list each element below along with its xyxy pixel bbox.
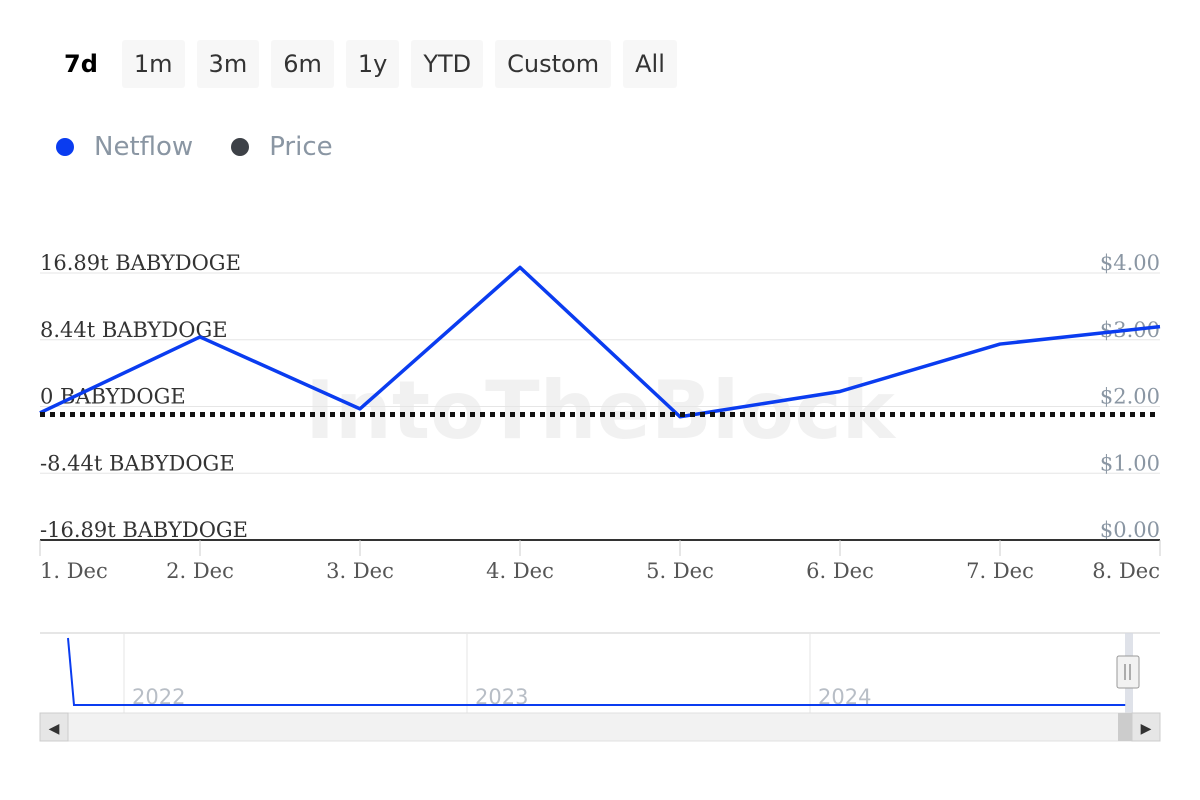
x-tick-label: 1. Dec	[40, 559, 108, 583]
range-button-3m[interactable]: 3m	[196, 40, 260, 88]
y-right-tick-label: $2.00	[1100, 385, 1160, 409]
y-left-tick-label: 0 BABYDOGE	[40, 385, 186, 409]
watermark-text: IntoTheBlock	[305, 364, 896, 457]
range-navigator[interactable]: 2022 2023 2024◀ ▶	[39, 632, 1161, 742]
x-tick-label: 6. Dec	[806, 559, 874, 583]
y-left-tick-label: 16.89t BABYDOGE	[40, 251, 241, 275]
range-button-1m[interactable]: 1m	[121, 40, 185, 88]
y-right-tick-label: $0.00	[1100, 518, 1160, 542]
arrow-right-icon: ▶	[1141, 721, 1152, 737]
navigator-handle-right[interactable]	[1116, 655, 1140, 689]
x-tick-label: 8. Dec	[1092, 559, 1160, 583]
y-right-tick-label: $4.00	[1100, 251, 1160, 275]
range-button-7d[interactable]: 7d	[52, 40, 110, 88]
scroll-left-button[interactable]	[39, 712, 69, 742]
time-range-selector: 7d 1m 3m 6m 1y YTD Custom All	[52, 40, 677, 88]
y-left-tick-label: -8.44t BABYDOGE	[40, 451, 235, 475]
legend-item-price[interactable]: Price	[231, 132, 333, 162]
navigator-series-line	[67, 637, 1126, 706]
chart-legend: Netflow Price	[56, 132, 333, 162]
legend-label: Price	[269, 132, 333, 162]
legend-label: Netflow	[94, 132, 194, 162]
x-tick-label: 2. Dec	[166, 559, 234, 583]
legend-item-netflow[interactable]: Netflow	[56, 132, 193, 162]
navigator-scrollbar-track[interactable]	[39, 712, 1161, 742]
x-tick-label: 4. Dec	[486, 559, 554, 583]
range-button-all[interactable]: All	[623, 40, 677, 88]
y-right-tick-label: $1.00	[1100, 451, 1160, 475]
range-button-1y[interactable]: 1y	[345, 40, 400, 88]
y-left-tick-label: -16.89t BABYDOGE	[40, 518, 248, 542]
legend-dot-icon	[231, 138, 250, 156]
series-line-netflow	[39, 265, 1161, 419]
scroll-right-button[interactable]	[1131, 712, 1161, 742]
range-button-6m[interactable]: 6m	[271, 40, 334, 88]
x-tick-label: 3. Dec	[326, 559, 394, 583]
range-button-custom[interactable]: Custom	[495, 40, 612, 88]
range-button-ytd[interactable]: YTD	[411, 40, 484, 88]
scrollbar-thumb[interactable]	[1118, 713, 1134, 741]
arrow-left-icon: ◀	[49, 721, 60, 737]
legend-dot-icon	[56, 138, 74, 156]
x-tick-label: 5. Dec	[646, 559, 714, 583]
x-tick-label: 7. Dec	[966, 559, 1034, 583]
